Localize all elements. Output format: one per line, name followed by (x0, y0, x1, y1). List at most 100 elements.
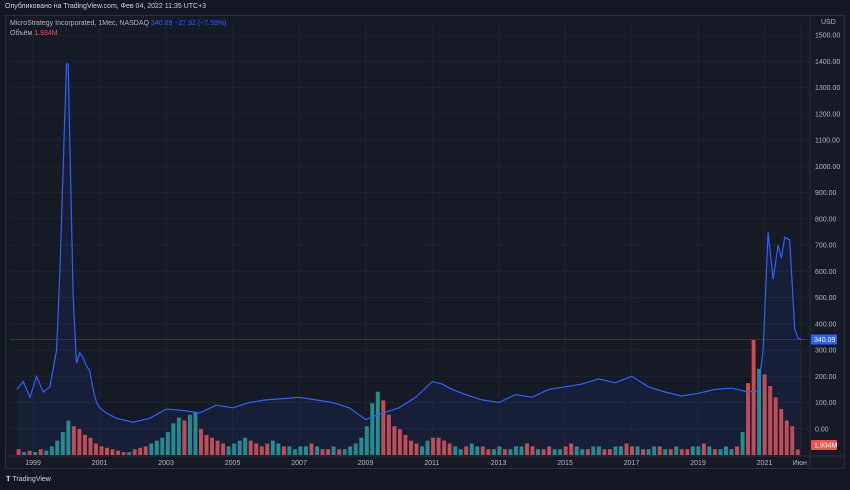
volume-bar (326, 449, 331, 455)
volume-bar (618, 446, 623, 455)
volume-bar (22, 452, 27, 455)
volume-bar (315, 446, 319, 455)
tradingview-logo[interactable]: 𝐓 TradingView (6, 476, 51, 483)
chart-panel[interactable] (5, 15, 845, 469)
volume-bar (486, 449, 491, 455)
volume-bar (199, 429, 203, 455)
volume-bar (624, 443, 629, 455)
x-tick-label: 2003 (158, 460, 174, 467)
volume-bar (508, 449, 513, 455)
x-tick-label: 2017 (624, 460, 640, 467)
x-tick-label: 2013 (491, 460, 507, 467)
volume-bar (281, 446, 286, 455)
volume-bar (127, 452, 132, 455)
volume-bar (679, 449, 684, 455)
volume-bar (243, 437, 248, 455)
x-tick-label: 2015 (557, 460, 573, 467)
volume-bar (149, 443, 154, 455)
volume-bar (77, 429, 82, 455)
volume-bar (425, 440, 430, 455)
volume-bar (309, 443, 314, 455)
footer: 𝐓 TradingView (0, 470, 850, 490)
volume-bar (746, 383, 751, 455)
volume-bar (646, 449, 651, 455)
volume-bar (187, 414, 192, 455)
volume-bar (116, 450, 121, 455)
volume-bar (519, 446, 524, 455)
volume-bar (121, 452, 126, 455)
volume-bar (409, 440, 413, 455)
x-tick-label: 2019 (690, 460, 706, 467)
x-tick-label: 2007 (291, 460, 307, 467)
volume-bar (574, 446, 579, 455)
volume-bar (270, 440, 275, 455)
volume-bar (685, 449, 690, 455)
volume-bar (49, 446, 54, 455)
volume-bar (94, 443, 98, 455)
chart-legend: MicroStrategy Incorporated, 1Мес, NASDAQ… (10, 19, 226, 39)
volume-bar (768, 386, 773, 455)
last-volume-label: 1.934M (814, 443, 838, 450)
volume-bar (436, 437, 441, 455)
price-line (16, 63, 802, 423)
x-tick-label: 1999 (25, 460, 41, 467)
y-tick-label: 900.00 (815, 190, 837, 197)
volume-bar (154, 440, 159, 455)
volume-bar (652, 446, 657, 455)
volume-bar (458, 449, 463, 455)
volume-bar (27, 450, 32, 455)
volume-bar (635, 446, 640, 455)
volume-bar (292, 449, 297, 455)
volume-bar (265, 443, 270, 455)
volume-bar (723, 446, 728, 455)
price-area (16, 64, 802, 455)
volume-bar (71, 426, 76, 455)
volume-bar (596, 446, 601, 455)
volume-bar (397, 429, 402, 455)
volume-bar (491, 449, 496, 455)
volume-bar (497, 446, 502, 455)
volume-bar (464, 446, 469, 455)
volume-bar (105, 447, 110, 455)
last-price-badge (811, 334, 837, 345)
volume-bar (607, 449, 612, 455)
volume-bar (287, 446, 292, 455)
volume-bar (674, 446, 679, 455)
volume-bar (237, 440, 242, 455)
volume-bar (580, 449, 585, 455)
x-tick-label: 2009 (358, 460, 374, 467)
y-tick-label: 1000.00 (815, 164, 840, 171)
volume-bar (60, 432, 65, 455)
y-tick-label: 1300.00 (815, 85, 840, 92)
volume-bar (773, 397, 778, 455)
volume-bar (353, 443, 358, 455)
volume-bar (641, 449, 646, 455)
volume-bar (779, 409, 784, 455)
volume-bar (530, 446, 535, 455)
volume-bar (138, 447, 143, 455)
volume-bar (160, 437, 165, 455)
volume-bar (204, 434, 209, 455)
volume-bar (757, 368, 762, 455)
volume-bar (320, 449, 325, 455)
volume-bar (453, 446, 458, 455)
volume-bar (176, 417, 181, 455)
volume-bar (735, 446, 739, 455)
volume-bar (337, 449, 342, 455)
volume-bar (88, 437, 93, 455)
legend-volume-label: Объём (10, 30, 33, 37)
volume-bar (55, 440, 60, 455)
volume-bar (359, 437, 364, 455)
volume-bar (469, 443, 474, 455)
volume-bar (552, 449, 557, 455)
volume-bar (762, 374, 767, 455)
volume-bar (215, 440, 220, 455)
legend-volume-value: 1.934M (34, 30, 58, 37)
y-tick-label: 0.00 (815, 426, 829, 433)
volume-bar (795, 449, 800, 455)
volume-bar (718, 449, 723, 455)
volume-bar (563, 446, 568, 455)
y-tick-label: 500.00 (815, 295, 837, 302)
volume-bar (342, 449, 347, 455)
